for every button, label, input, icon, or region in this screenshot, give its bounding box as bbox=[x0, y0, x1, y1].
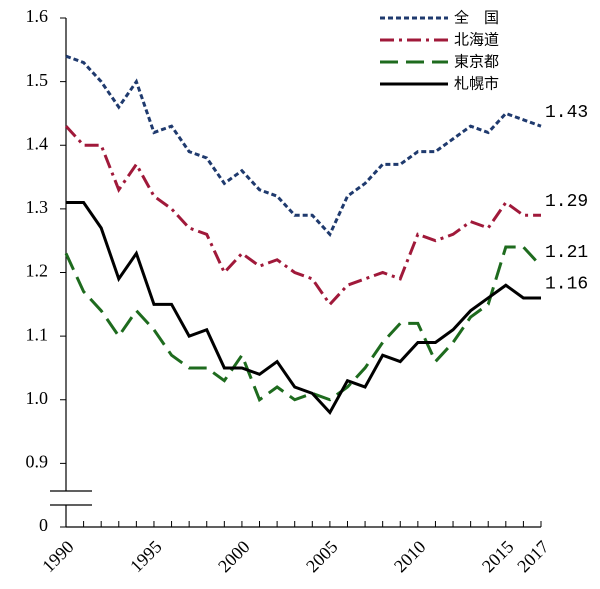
y-tick-label: 1.3 bbox=[26, 197, 49, 217]
y-tick-label: 1.5 bbox=[26, 70, 49, 90]
legend-label: 札幌市 bbox=[454, 75, 499, 93]
end-label: 1.29 bbox=[545, 192, 588, 212]
legend-label: 東京都 bbox=[454, 53, 499, 71]
y-tick-label: 0.9 bbox=[26, 452, 49, 472]
end-label: 1.16 bbox=[545, 275, 588, 295]
end-label: 1.21 bbox=[545, 243, 588, 263]
x-tick-label: 1995 bbox=[126, 537, 166, 577]
y-tick-label: 1.6 bbox=[26, 6, 49, 26]
legend-label: 北海道 bbox=[454, 31, 499, 49]
x-tick-label: 2010 bbox=[390, 537, 430, 577]
x-tick-label: 2000 bbox=[214, 537, 254, 577]
y-tick-label: 1.4 bbox=[26, 133, 49, 153]
x-tick-label: 2017 bbox=[513, 537, 553, 577]
series-line bbox=[65, 54, 542, 237]
end-label: 1.43 bbox=[545, 103, 588, 123]
x-tick-label: 2015 bbox=[478, 537, 518, 577]
x-tick-label: 1990 bbox=[38, 537, 78, 577]
y-tick-label: 0 bbox=[39, 515, 48, 535]
series-line bbox=[64, 125, 541, 307]
y-tick-label: 1.2 bbox=[26, 261, 49, 281]
legend-label: 全 国 bbox=[454, 9, 499, 27]
y-tick-label: 1.0 bbox=[26, 388, 49, 408]
x-tick-label: 2005 bbox=[302, 537, 342, 577]
series-line bbox=[66, 201, 541, 416]
y-tick-label: 1.1 bbox=[26, 324, 49, 344]
series-line bbox=[64, 245, 543, 403]
